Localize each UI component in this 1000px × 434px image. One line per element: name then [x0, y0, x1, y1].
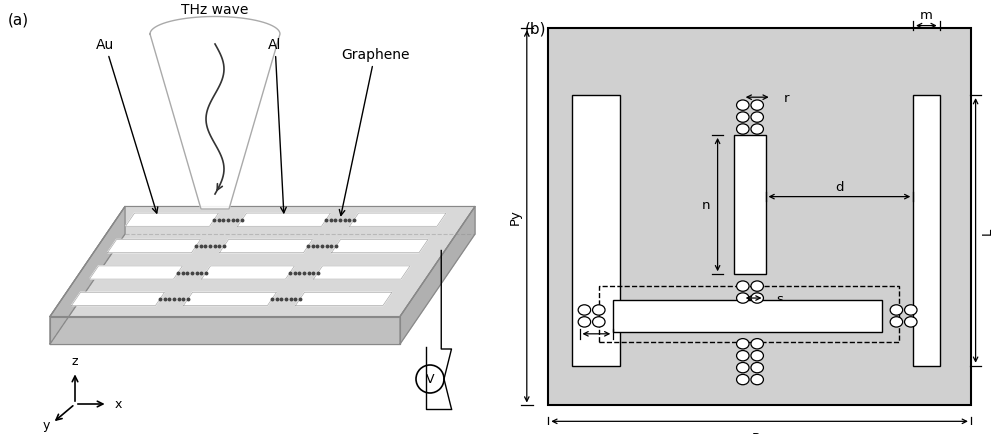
Polygon shape	[400, 207, 475, 344]
Bar	[548, 29, 971, 405]
Text: V: V	[426, 373, 434, 386]
Text: m: m	[920, 10, 933, 22]
Circle shape	[751, 351, 763, 361]
Text: x: x	[115, 398, 122, 411]
Circle shape	[737, 113, 749, 123]
Bar	[599, 286, 899, 342]
Text: Au: Au	[96, 38, 158, 214]
Circle shape	[751, 125, 763, 135]
Circle shape	[737, 125, 749, 135]
Circle shape	[593, 317, 605, 327]
Circle shape	[737, 281, 749, 292]
Text: Px: Px	[752, 431, 768, 434]
Text: w: w	[591, 339, 602, 352]
Polygon shape	[50, 317, 400, 344]
Circle shape	[737, 101, 749, 111]
Text: s: s	[776, 292, 783, 305]
Polygon shape	[220, 240, 312, 253]
Polygon shape	[108, 240, 200, 253]
Polygon shape	[50, 207, 475, 317]
Circle shape	[737, 375, 749, 385]
Bar	[913, 96, 940, 366]
Circle shape	[751, 293, 763, 303]
Text: Py: Py	[508, 209, 521, 225]
Circle shape	[751, 281, 763, 292]
Polygon shape	[202, 266, 294, 279]
Circle shape	[737, 351, 749, 361]
Circle shape	[416, 365, 444, 393]
Text: L: L	[981, 227, 994, 234]
Polygon shape	[150, 17, 280, 210]
Text: (a): (a)	[8, 13, 29, 27]
Polygon shape	[296, 293, 392, 306]
Polygon shape	[126, 214, 218, 227]
Polygon shape	[238, 214, 330, 227]
Text: y: y	[43, 418, 50, 431]
Circle shape	[593, 305, 605, 316]
Polygon shape	[314, 266, 410, 279]
Bar	[734, 136, 766, 275]
Bar	[572, 96, 620, 366]
Circle shape	[890, 317, 903, 327]
Text: r: r	[784, 92, 789, 105]
Circle shape	[751, 375, 763, 385]
Polygon shape	[72, 293, 164, 306]
Polygon shape	[50, 207, 125, 344]
Circle shape	[751, 363, 763, 373]
Circle shape	[905, 317, 917, 327]
Polygon shape	[332, 240, 428, 253]
Bar	[613, 300, 882, 332]
Circle shape	[890, 305, 903, 316]
Circle shape	[737, 339, 749, 349]
Circle shape	[737, 363, 749, 373]
Circle shape	[751, 101, 763, 111]
Circle shape	[578, 305, 591, 316]
Text: z: z	[72, 354, 78, 367]
Circle shape	[905, 305, 917, 316]
Polygon shape	[184, 293, 276, 306]
Polygon shape	[350, 214, 446, 227]
Text: n: n	[701, 199, 710, 212]
Circle shape	[751, 113, 763, 123]
Polygon shape	[90, 266, 182, 279]
Text: Al: Al	[268, 38, 286, 214]
Text: Graphene: Graphene	[339, 48, 409, 216]
Circle shape	[578, 317, 591, 327]
Text: (b): (b)	[524, 21, 546, 36]
Text: THz wave: THz wave	[181, 3, 249, 17]
Circle shape	[751, 339, 763, 349]
Text: d: d	[835, 181, 844, 194]
Circle shape	[737, 293, 749, 303]
